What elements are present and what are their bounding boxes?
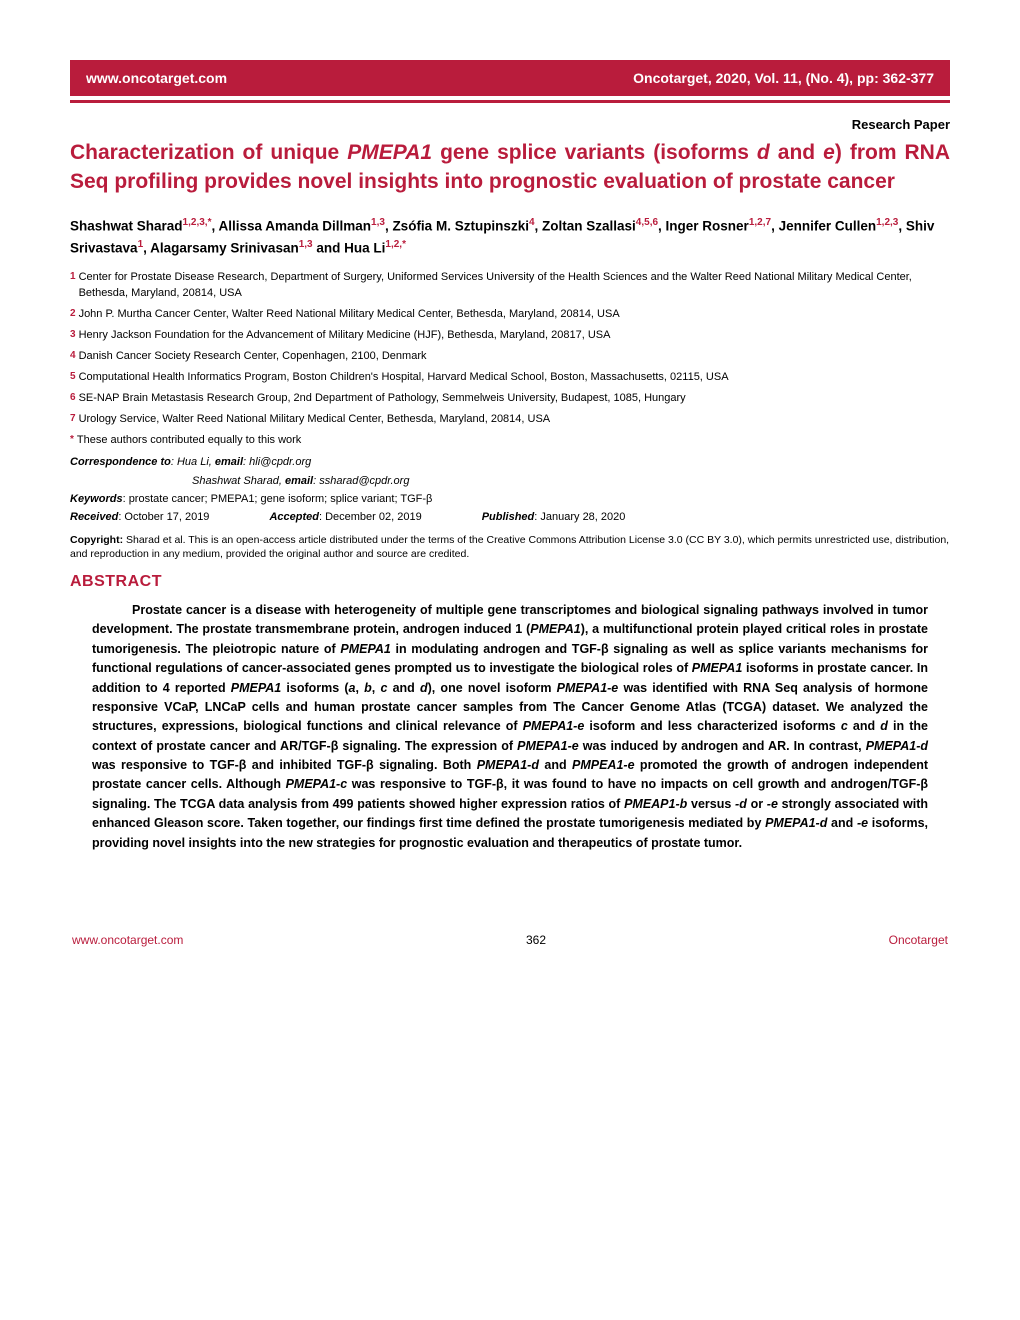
affiliation-item: *These authors contributed equally to th… bbox=[70, 433, 950, 449]
keywords-label: Keywords bbox=[70, 493, 123, 505]
affiliation-item: 2John P. Murtha Cancer Center, Walter Re… bbox=[70, 307, 950, 323]
affiliations: 1Center for Prostate Disease Research, D… bbox=[70, 270, 950, 448]
date-accepted: Accepted: December 02, 2019 bbox=[269, 511, 421, 523]
header-citation: Oncotarget, 2020, Vol. 11, (No. 4), pp: … bbox=[633, 70, 934, 86]
dates-row: Received: October 17, 2019 Accepted: Dec… bbox=[70, 511, 950, 523]
correspondence-line-1: Correspondence to: Hua Li, email: hli@cp… bbox=[70, 456, 950, 468]
header-website[interactable]: www.oncotarget.com bbox=[86, 70, 227, 86]
correspondence-line-2: Shashwat Sharad, email: ssharad@cpdr.org bbox=[192, 475, 950, 487]
date-received: Received: October 17, 2019 bbox=[70, 511, 209, 523]
date-published: Published: January 28, 2020 bbox=[482, 511, 626, 523]
affiliation-item: 1Center for Prostate Disease Research, D… bbox=[70, 270, 950, 302]
keywords-text: : prostate cancer; PMEPA1; gene isoform;… bbox=[123, 493, 433, 505]
copyright-text: Sharad et al. This is an open-access art… bbox=[70, 534, 949, 560]
affiliation-item: 3Henry Jackson Foundation for the Advanc… bbox=[70, 328, 950, 344]
abstract-heading: ABSTRACT bbox=[70, 573, 950, 591]
header-divider bbox=[70, 100, 950, 103]
correspondence-1: : Hua Li, email: hli@cpdr.org bbox=[171, 456, 311, 468]
affiliation-item: 7Urology Service, Walter Reed National M… bbox=[70, 412, 950, 428]
correspondence-label: Correspondence to bbox=[70, 456, 171, 468]
page-footer: www.oncotarget.com 362 Oncotarget bbox=[70, 933, 950, 947]
page-container: www.oncotarget.com Oncotarget, 2020, Vol… bbox=[0, 0, 1020, 987]
copyright: Copyright: Sharad et al. This is an open… bbox=[70, 533, 950, 561]
copyright-label: Copyright: bbox=[70, 534, 123, 546]
affiliation-item: 4Danish Cancer Society Research Center, … bbox=[70, 349, 950, 365]
paper-type: Research Paper bbox=[70, 117, 950, 132]
authors-list: Shashwat Sharad1,2,3,*, Allissa Amanda D… bbox=[70, 215, 950, 259]
keywords: Keywords: prostate cancer; PMEPA1; gene … bbox=[70, 493, 950, 505]
article-title: Characterization of unique PMEPA1 gene s… bbox=[70, 138, 950, 197]
abstract-body: Prostate cancer is a disease with hetero… bbox=[70, 601, 950, 853]
header-bar: www.oncotarget.com Oncotarget, 2020, Vol… bbox=[70, 60, 950, 96]
footer-page-number: 362 bbox=[526, 933, 546, 947]
footer-website[interactable]: www.oncotarget.com bbox=[72, 933, 183, 947]
affiliation-item: 6SE-NAP Brain Metastasis Research Group,… bbox=[70, 391, 950, 407]
footer-journal: Oncotarget bbox=[889, 933, 948, 947]
affiliation-item: 5Computational Health Informatics Progra… bbox=[70, 370, 950, 386]
